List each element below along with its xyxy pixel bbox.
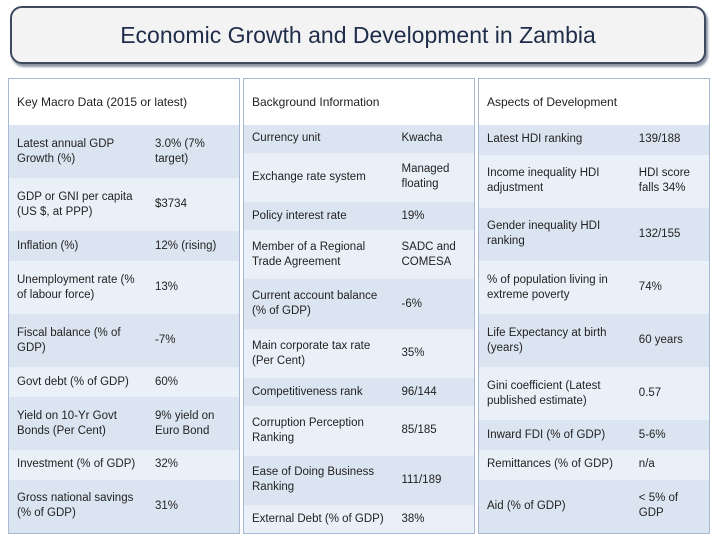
row: Unemployment rate (% of labour force) 13% bbox=[9, 260, 239, 315]
header-row: Key Macro Data (2015 or latest) bbox=[9, 79, 239, 125]
row: Income inequality HDI adjustment HDI scor… bbox=[479, 154, 709, 208]
row: Gini coefficient (Latest published estim… bbox=[479, 367, 709, 421]
value-cell: -6% bbox=[393, 279, 474, 329]
value-cell: n/a bbox=[630, 450, 709, 480]
row: External Debt (% of GDP) 38% bbox=[244, 505, 474, 533]
label-cell: % of population living in extreme povert… bbox=[479, 260, 631, 315]
label-cell: Competitiveness rank bbox=[244, 378, 394, 407]
label-cell: Govt debt (% of GDP) bbox=[9, 367, 147, 397]
row: Inflation (%) 12% (rising) bbox=[9, 231, 239, 261]
row: Aid (% of GDP) < 5% of GDP bbox=[479, 479, 709, 533]
value-cell: 60 years bbox=[630, 314, 709, 368]
label-cell: Main corporate tax rate (Per Cent) bbox=[244, 328, 394, 379]
row: Gross national savings (% of GDP) 31% bbox=[9, 479, 239, 533]
value-cell: 111/189 bbox=[393, 455, 474, 506]
panel-header: Aspects of Development bbox=[479, 79, 709, 125]
table: Aspects of Development Latest HDI ranking… bbox=[479, 79, 709, 533]
label-cell: Gender inequality HDI ranking bbox=[479, 207, 631, 261]
value-cell: 96/144 bbox=[393, 378, 474, 407]
label-cell: Inward FDI (% of GDP) bbox=[479, 420, 631, 451]
label-cell: Fiscal balance (% of GDP) bbox=[9, 314, 147, 368]
value-cell: SADC and COMESA bbox=[393, 229, 474, 280]
label-cell: Life Expectancy at birth (years) bbox=[479, 314, 631, 368]
value-cell: 12% (rising) bbox=[147, 231, 239, 261]
value-cell: 3.0% (7% target) bbox=[147, 125, 239, 179]
value-cell: 0.57 bbox=[630, 367, 709, 421]
label-cell: Policy interest rate bbox=[244, 202, 394, 230]
value-cell: 132/155 bbox=[630, 207, 709, 261]
label-cell: Ease of Doing Business Ranking bbox=[244, 455, 394, 506]
row: Corruption Perception Ranking 85/185 bbox=[244, 406, 474, 456]
value-cell: 35% bbox=[393, 328, 474, 379]
label-cell: Inflation (%) bbox=[9, 231, 147, 261]
value-cell: Managed floating bbox=[393, 152, 474, 203]
value-cell: 13% bbox=[147, 260, 239, 315]
value-cell: 32% bbox=[147, 450, 239, 480]
row: Inward FDI (% of GDP) 5-6% bbox=[479, 420, 709, 451]
label-cell: Latest HDI ranking bbox=[479, 125, 631, 155]
row: Exchange rate system Managed floating bbox=[244, 152, 474, 203]
value-cell: 139/188 bbox=[630, 125, 709, 155]
label-cell: Aid (% of GDP) bbox=[479, 479, 631, 533]
row: Gender inequality HDI ranking 132/155 bbox=[479, 207, 709, 261]
row: GDP or GNI per capita (US $, at PPP) $373… bbox=[9, 178, 239, 232]
value-cell: HDI score falls 34% bbox=[630, 154, 709, 208]
row: Ease of Doing Business Ranking 111/189 bbox=[244, 455, 474, 506]
label-cell: Gross national savings (% of GDP) bbox=[9, 479, 147, 533]
value-cell: $3734 bbox=[147, 178, 239, 232]
panel: Key Macro Data (2015 or latest) Latest an… bbox=[8, 78, 240, 534]
panel: Aspects of Development Latest HDI ranking… bbox=[478, 78, 710, 534]
header-row: Background Information bbox=[244, 79, 474, 125]
value-cell: Kwacha bbox=[393, 125, 474, 153]
table: Key Macro Data (2015 or latest) Latest an… bbox=[9, 79, 239, 533]
value-cell: 60% bbox=[147, 367, 239, 397]
row: Yield on 10-Yr Govt Bonds (Per Cent) 9% y… bbox=[9, 396, 239, 451]
row: Current account balance (% of GDP) -6% bbox=[244, 279, 474, 329]
row: Main corporate tax rate (Per Cent) 35% bbox=[244, 328, 474, 379]
value-cell: -7% bbox=[147, 314, 239, 368]
label-cell: Corruption Perception Ranking bbox=[244, 406, 394, 456]
header-row: Aspects of Development bbox=[479, 79, 709, 125]
row: Investment (% of GDP) 32% bbox=[9, 450, 239, 480]
value-cell: < 5% of GDP bbox=[630, 479, 709, 533]
label-cell: External Debt (% of GDP) bbox=[244, 505, 394, 533]
title: Economic Growth and Development in Zambi… bbox=[10, 6, 706, 64]
row: Latest HDI ranking 139/188 bbox=[479, 125, 709, 155]
value-cell: 74% bbox=[630, 260, 709, 315]
panel-header: Key Macro Data (2015 or latest) bbox=[9, 79, 239, 125]
row: % of population living in extreme povert… bbox=[479, 260, 709, 315]
label-cell: Gini coefficient (Latest published estim… bbox=[479, 367, 631, 421]
label-cell: Income inequality HDI adjustment bbox=[479, 154, 631, 208]
row: Member of a Regional Trade Agreement SADC… bbox=[244, 229, 474, 280]
table: Background Information Currency unit Kwach… bbox=[244, 79, 474, 533]
row: Currency unit Kwacha bbox=[244, 125, 474, 153]
panel: Background Information Currency unit Kwach… bbox=[243, 78, 475, 534]
value-cell: 19% bbox=[393, 202, 474, 230]
label-cell: Yield on 10-Yr Govt Bonds (Per Cent) bbox=[9, 396, 147, 451]
label-cell: Investment (% of GDP) bbox=[9, 450, 147, 480]
label-cell: Latest annual GDP Growth (%) bbox=[9, 125, 147, 179]
label-cell: Member of a Regional Trade Agreement bbox=[244, 229, 394, 280]
row: Latest annual GDP Growth (%) 3.0% (7% tar… bbox=[9, 125, 239, 179]
row: Competitiveness rank 96/144 bbox=[244, 378, 474, 407]
value-cell: 85/185 bbox=[393, 406, 474, 456]
label-cell: GDP or GNI per capita (US $, at PPP) bbox=[9, 178, 147, 232]
value-cell: 31% bbox=[147, 479, 239, 533]
row: Policy interest rate 19% bbox=[244, 202, 474, 230]
label-cell: Current account balance (% of GDP) bbox=[244, 279, 394, 329]
row: Govt debt (% of GDP) 60% bbox=[9, 367, 239, 397]
value-cell: 5-6% bbox=[630, 420, 709, 451]
panel-header: Background Information bbox=[244, 79, 474, 125]
label-cell: Unemployment rate (% of labour force) bbox=[9, 260, 147, 315]
row: Fiscal balance (% of GDP) -7% bbox=[9, 314, 239, 368]
row: Remittances (% of GDP) n/a bbox=[479, 450, 709, 480]
row: Life Expectancy at birth (years) 60 years bbox=[479, 314, 709, 368]
label-cell: Currency unit bbox=[244, 125, 394, 153]
value-cell: 9% yield on Euro Bond bbox=[147, 396, 239, 451]
label-cell: Remittances (% of GDP) bbox=[479, 450, 631, 480]
label-cell: Exchange rate system bbox=[244, 152, 394, 203]
value-cell: 38% bbox=[393, 505, 474, 533]
